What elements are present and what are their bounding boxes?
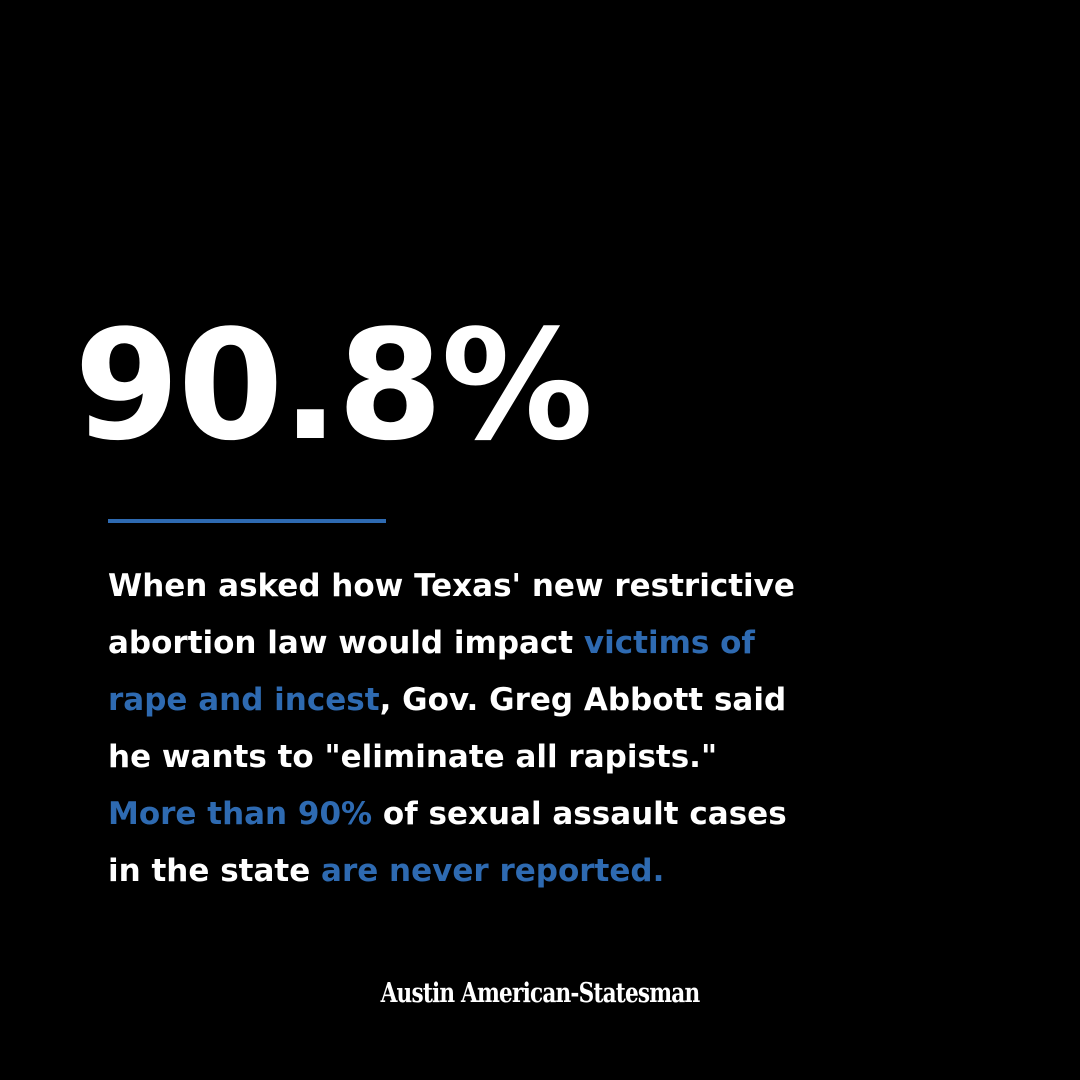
body-text-segment: in the state (108, 853, 322, 889)
highlight-rape-and-incest: rape and incest (108, 682, 380, 718)
highlight-never-reported: are never reported. (321, 853, 665, 889)
headline-statistic: 90.8% (74, 297, 593, 474)
body-text-segment: abortion law would impact (108, 625, 584, 661)
body-line-2: abortion law would impact victims of (108, 615, 928, 672)
highlight-victims-of: victims of (583, 625, 755, 661)
body-line-1: When asked how Texas' new restrictive (108, 558, 928, 615)
body-line-3: rape and incest, Gov. Greg Abbott said (108, 672, 928, 729)
accent-divider (108, 519, 386, 523)
publication-logo: Austin American-Statesman (380, 978, 701, 1009)
body-line-4: he wants to "eliminate all rapists." (108, 729, 928, 786)
body-line-5: More than 90% of sexual assault cases (108, 786, 928, 843)
body-paragraph: When asked how Texas' new restrictive ab… (108, 558, 928, 900)
highlight-more-than-90: More than 90% (108, 796, 373, 832)
body-text-segment: of sexual assault cases (372, 796, 787, 832)
body-text-segment: , Gov. Greg Abbott said (379, 682, 787, 718)
body-text-segment: When asked how Texas' new restrictive (108, 568, 795, 604)
body-text-segment: he wants to "eliminate all rapists." (108, 739, 718, 775)
body-line-6: in the state are never reported. (108, 843, 928, 900)
